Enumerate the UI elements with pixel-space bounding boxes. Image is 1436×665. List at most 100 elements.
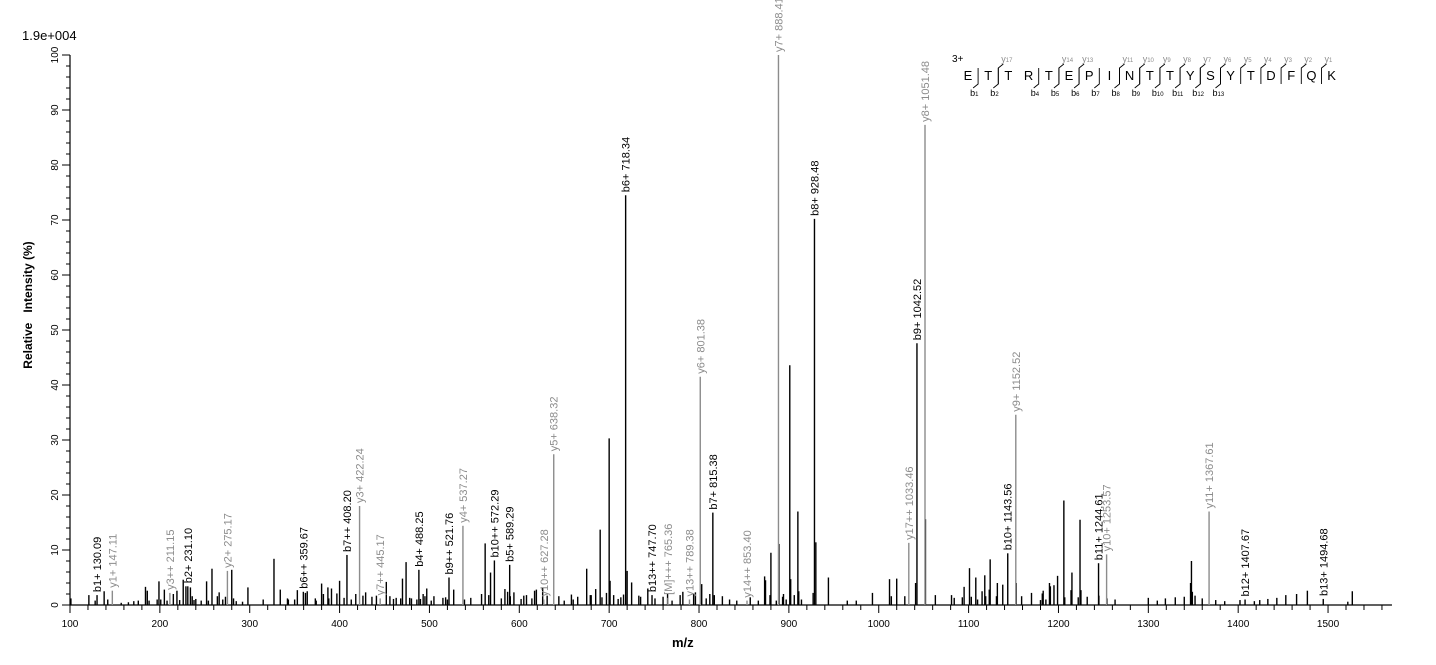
peak-label: b13++ 747.70 [647, 524, 659, 592]
peak-label: y6+ 801.38 [695, 319, 707, 374]
y-ion-marker: y11 [1123, 54, 1134, 64]
y-tick-label: 80 [50, 159, 61, 171]
residue: T [1166, 68, 1174, 83]
x-tick-label: 600 [511, 619, 528, 630]
y-ion-marker: y13 [1082, 54, 1094, 64]
peak-label: y1+ 147.11 [107, 534, 119, 588]
peak-label: b6+ 718.34 [621, 137, 633, 192]
b-ion-marker: b8 [1112, 88, 1121, 98]
b-ion-marker: b12 [1192, 88, 1204, 98]
y-ion-marker: y2 [1304, 54, 1313, 64]
residue: Y [1186, 68, 1195, 83]
y-tick-label: 20 [50, 489, 61, 501]
peak-label: b9+ 1042.52 [912, 279, 924, 340]
y-ion-marker: y7 [1203, 54, 1212, 64]
y-ion-marker: y17 [1001, 54, 1013, 64]
y-ion-marker: y3 [1284, 54, 1293, 64]
residue: S [1206, 68, 1215, 83]
b-ion-marker: b4 [1031, 88, 1040, 98]
b-ion-marker: b6 [1071, 88, 1080, 98]
x-tick-label: 1200 [1047, 619, 1070, 630]
y-tick-label: 0 [50, 602, 61, 608]
peak-label: y11+ 1367.61 [1204, 442, 1216, 508]
y-ion-marker: y6 [1224, 54, 1233, 64]
residue: T [1247, 68, 1255, 83]
b-ion-marker: b13 [1213, 88, 1225, 98]
y-ion-marker: y5 [1244, 54, 1253, 64]
charge-state: 3+ [952, 54, 964, 65]
x-tick-label: 100 [62, 619, 79, 630]
peak-label: [M]+++ 765.36 [663, 524, 675, 595]
x-axis-label: m/z [672, 635, 694, 650]
residue: E [1065, 68, 1074, 83]
peak-label: b1+ 130.09 [92, 537, 104, 592]
peak-label: b12+ 1407.67 [1240, 529, 1252, 597]
residue: N [1125, 68, 1134, 83]
peak-label: y3++ 211.15 [165, 530, 177, 590]
peak-label: y10+ 1253.57 [1102, 484, 1114, 551]
peaks [70, 55, 1354, 605]
x-tick-label: 900 [781, 619, 798, 630]
x-tick-label: 200 [152, 619, 169, 630]
peak-label: b2+ 231.10 [183, 528, 195, 583]
residue: T [1146, 68, 1154, 83]
y-tick-label: 70 [50, 214, 61, 226]
peak-label: y7++ 445.17 [375, 534, 387, 595]
residue: P [1085, 68, 1094, 83]
y-ion-marker: y1 [1325, 54, 1334, 64]
x-tick-label: 400 [331, 619, 348, 630]
residue: T [1004, 68, 1012, 83]
y-tick-label: 50 [50, 324, 61, 336]
peak-labels: b1+ 130.09 y1+ 147.11 y3++ 211.15 b2+ 231.1… [92, 0, 1330, 598]
peak-label: b9++ 521.76 [444, 513, 456, 575]
peak-label: b4+ 488.25 [414, 511, 426, 566]
peak-label: y8+ 1051.48 [920, 61, 932, 122]
y-ion-marker: y10 [1143, 54, 1155, 64]
residue: Y [1226, 68, 1235, 83]
residue: R [1024, 68, 1033, 83]
y-tick-label: 10 [50, 544, 61, 556]
y-tick-label: 30 [50, 434, 61, 446]
y-ion-marker: y9 [1163, 54, 1172, 64]
b-ion-marker: b11 [1172, 88, 1184, 98]
peak-label: y4+ 537.27 [458, 468, 470, 523]
x-tick-label: 1300 [1137, 619, 1160, 630]
residue: T [1045, 68, 1053, 83]
residue: T [984, 68, 992, 83]
peak-label: y3+ 422.24 [355, 448, 367, 503]
peak-label: b6++ 359.67 [298, 527, 310, 589]
intensity-scale-label: 1.9e+004 [22, 28, 77, 43]
x-tick-label: 300 [241, 619, 258, 630]
b-ion-marker: b7 [1091, 88, 1100, 98]
x-tick-label: 1500 [1317, 619, 1340, 630]
y-ion-marker: y14 [1062, 54, 1074, 64]
peak-label: y2+ 275.17 [222, 513, 234, 568]
y-ion-marker: y8 [1183, 54, 1192, 64]
b-ion-marker: b1 [970, 88, 979, 98]
b-ion-marker: b2 [990, 88, 999, 98]
residue: K [1327, 68, 1336, 83]
peak-label: y7+ 888.41 [773, 0, 785, 52]
peak-label: b8+ 928.48 [809, 161, 821, 216]
peak-label: y13++ 789.38 [684, 529, 696, 596]
peak-label: y17++ 1033.46 [904, 466, 916, 539]
peak-label: b10+ 1143.56 [1003, 484, 1015, 551]
residue: E [964, 68, 973, 83]
x-tick-label: 1400 [1227, 619, 1250, 630]
y-tick-label: 90 [50, 104, 61, 116]
x-tick-label: 1100 [958, 619, 980, 630]
x-tick-label: 1000 [868, 619, 891, 630]
x-tick-label: 500 [421, 619, 438, 630]
peak-label: b7+ 815.38 [708, 454, 720, 509]
peak-label: b5+ 589.29 [505, 506, 517, 561]
x-tick-label: 700 [601, 619, 618, 630]
residue: F [1287, 68, 1295, 83]
b-ion-marker: b10 [1152, 88, 1164, 98]
peak-label: b7++ 408.20 [342, 490, 354, 552]
residue: I [1108, 68, 1112, 83]
peak-label: b10++ 572.29 [489, 490, 501, 558]
y-tick-label: 100 [50, 46, 61, 63]
axes: 100 200 300 400 500 600 700 800 900 1000 1100 1200 1… [50, 46, 1392, 630]
b-ion-marker: b9 [1132, 88, 1141, 98]
